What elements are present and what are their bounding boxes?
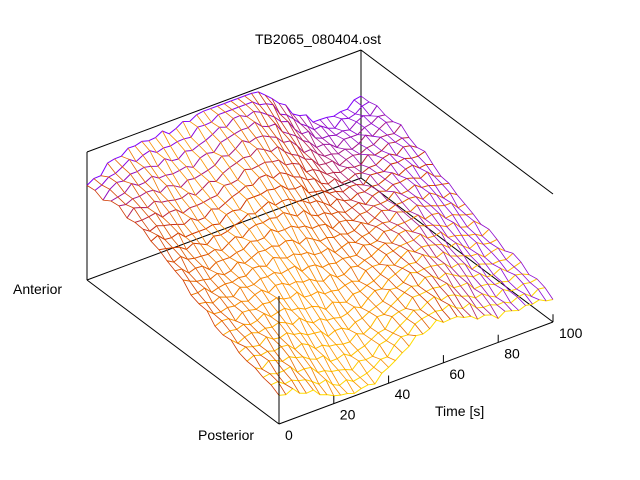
surface-column-line — [86, 185, 280, 396]
x-tick-label: 60 — [449, 366, 465, 382]
surface-column-line — [299, 115, 492, 316]
posterior-label: Posterior — [198, 427, 254, 443]
surface-column-line — [189, 121, 383, 374]
surface-column-line — [148, 140, 341, 396]
surface-column-line — [353, 99, 547, 302]
box-edge — [278, 321, 554, 425]
surface-column-line — [182, 121, 376, 385]
box-edge — [360, 49, 554, 195]
surface-column-line — [230, 100, 424, 335]
x-tick-label: 80 — [504, 345, 520, 361]
x-axis-label: Time [s] — [435, 403, 484, 419]
surface-column-line — [168, 133, 362, 389]
surface-column-line — [285, 104, 478, 320]
surface-column-line — [333, 115, 526, 306]
surface-column-line — [162, 130, 355, 394]
surface-column-line — [141, 141, 335, 396]
surface-column-line — [223, 103, 417, 337]
surface-column-line — [121, 155, 314, 391]
bounding-box-back — [86, 49, 554, 323]
surface-column-line — [251, 93, 444, 323]
x-tick-label: 40 — [395, 386, 411, 402]
surface-column-line — [203, 110, 396, 361]
surface-column-line — [155, 137, 348, 394]
surface-column-line — [114, 158, 307, 394]
surface-row-line — [102, 105, 378, 201]
surface-column-line — [134, 145, 328, 395]
surface-column-line — [237, 98, 431, 330]
surface-column-line — [360, 95, 554, 300]
x-tick-label: 0 — [285, 427, 293, 443]
bounding-box-front — [86, 279, 554, 425]
x-tick-label: 20 — [340, 407, 356, 423]
surface-column-line — [196, 114, 389, 368]
box-edge — [86, 49, 362, 153]
surface-column-line — [127, 147, 321, 396]
surface-column-line — [175, 128, 369, 386]
surface-column-line — [100, 175, 293, 389]
surface-column-line — [278, 102, 472, 317]
surface-column-line — [347, 108, 540, 301]
surface-column-line — [292, 113, 485, 316]
x-tick-label: 100 — [559, 325, 583, 341]
surface-column-line — [305, 114, 499, 319]
surface-column-line — [244, 95, 437, 321]
surface-column-line — [264, 94, 458, 317]
surface-column-line — [271, 98, 465, 318]
box-edge — [360, 177, 554, 323]
surface-column-line — [340, 111, 533, 305]
surface-column-line — [326, 117, 520, 311]
surface-column-line — [257, 91, 451, 320]
surface-mesh — [86, 91, 554, 397]
surface-row-line — [94, 101, 370, 191]
surface-column-line — [319, 119, 513, 311]
surface-column-line — [210, 108, 403, 354]
anterior-label: Anterior — [13, 281, 62, 297]
surface-column-line — [312, 121, 506, 312]
surface-column-line — [216, 105, 410, 347]
box-edge — [86, 177, 362, 281]
surface-column-line — [93, 178, 287, 395]
surface-column-line — [107, 162, 300, 394]
box-edge — [86, 279, 280, 425]
time-axis-ticks: 0 20 40 60 80 100 — [278, 314, 583, 443]
chart-title: TB2065_080404.ost — [255, 31, 381, 47]
